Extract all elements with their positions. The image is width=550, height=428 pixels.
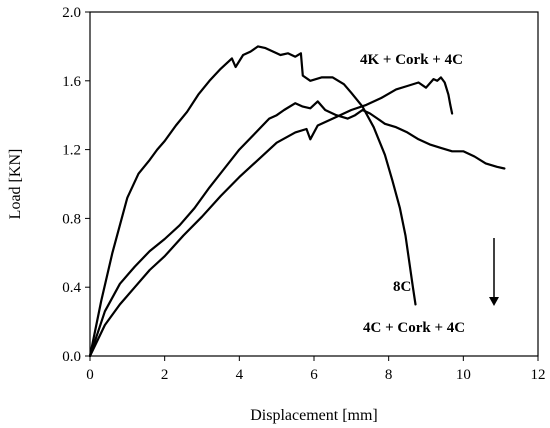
plot-area-frame (89, 11, 539, 357)
y-tick-label: 1.2 (62, 143, 81, 159)
y-tick-label: 2.0 (62, 5, 81, 21)
y-tick-label: 0.8 (62, 211, 81, 227)
x-tick-label: 0 (86, 367, 94, 383)
y-tick-label: 0.0 (62, 349, 81, 365)
y-axis: 0.0 0.4 0.8 1.2 1.6 2.0 (62, 5, 90, 365)
annotation-marks (489, 238, 499, 306)
x-axis: 0 2 4 6 8 10 12 (86, 356, 546, 383)
y-tick-label: 1.6 (62, 74, 81, 90)
x-tick-label: 10 (456, 367, 471, 383)
annotation-4c-cork-4c: 4C + Cork + 4C (363, 320, 465, 336)
annotation-8c: 8C (393, 279, 411, 295)
y-axis-label: Load [KN] (7, 149, 24, 220)
series-line-8c (88, 100, 506, 358)
x-tick-label: 2 (161, 367, 169, 383)
x-tick-label: 12 (531, 367, 546, 383)
x-tick-label: 6 (310, 367, 318, 383)
series-line-4k-cork-4c (88, 45, 417, 358)
x-axis-label: Displacement [mm] (250, 407, 378, 424)
x-tick-label: 4 (236, 367, 244, 383)
series-line-4c-cork-4c (88, 76, 454, 358)
annotation-4k-cork-4c: 4K + Cork + 4C (360, 52, 463, 68)
x-tick-label: 8 (385, 367, 393, 383)
arrow-head (489, 297, 499, 306)
y-tick-label: 0.4 (62, 280, 81, 296)
series-group (88, 45, 506, 358)
